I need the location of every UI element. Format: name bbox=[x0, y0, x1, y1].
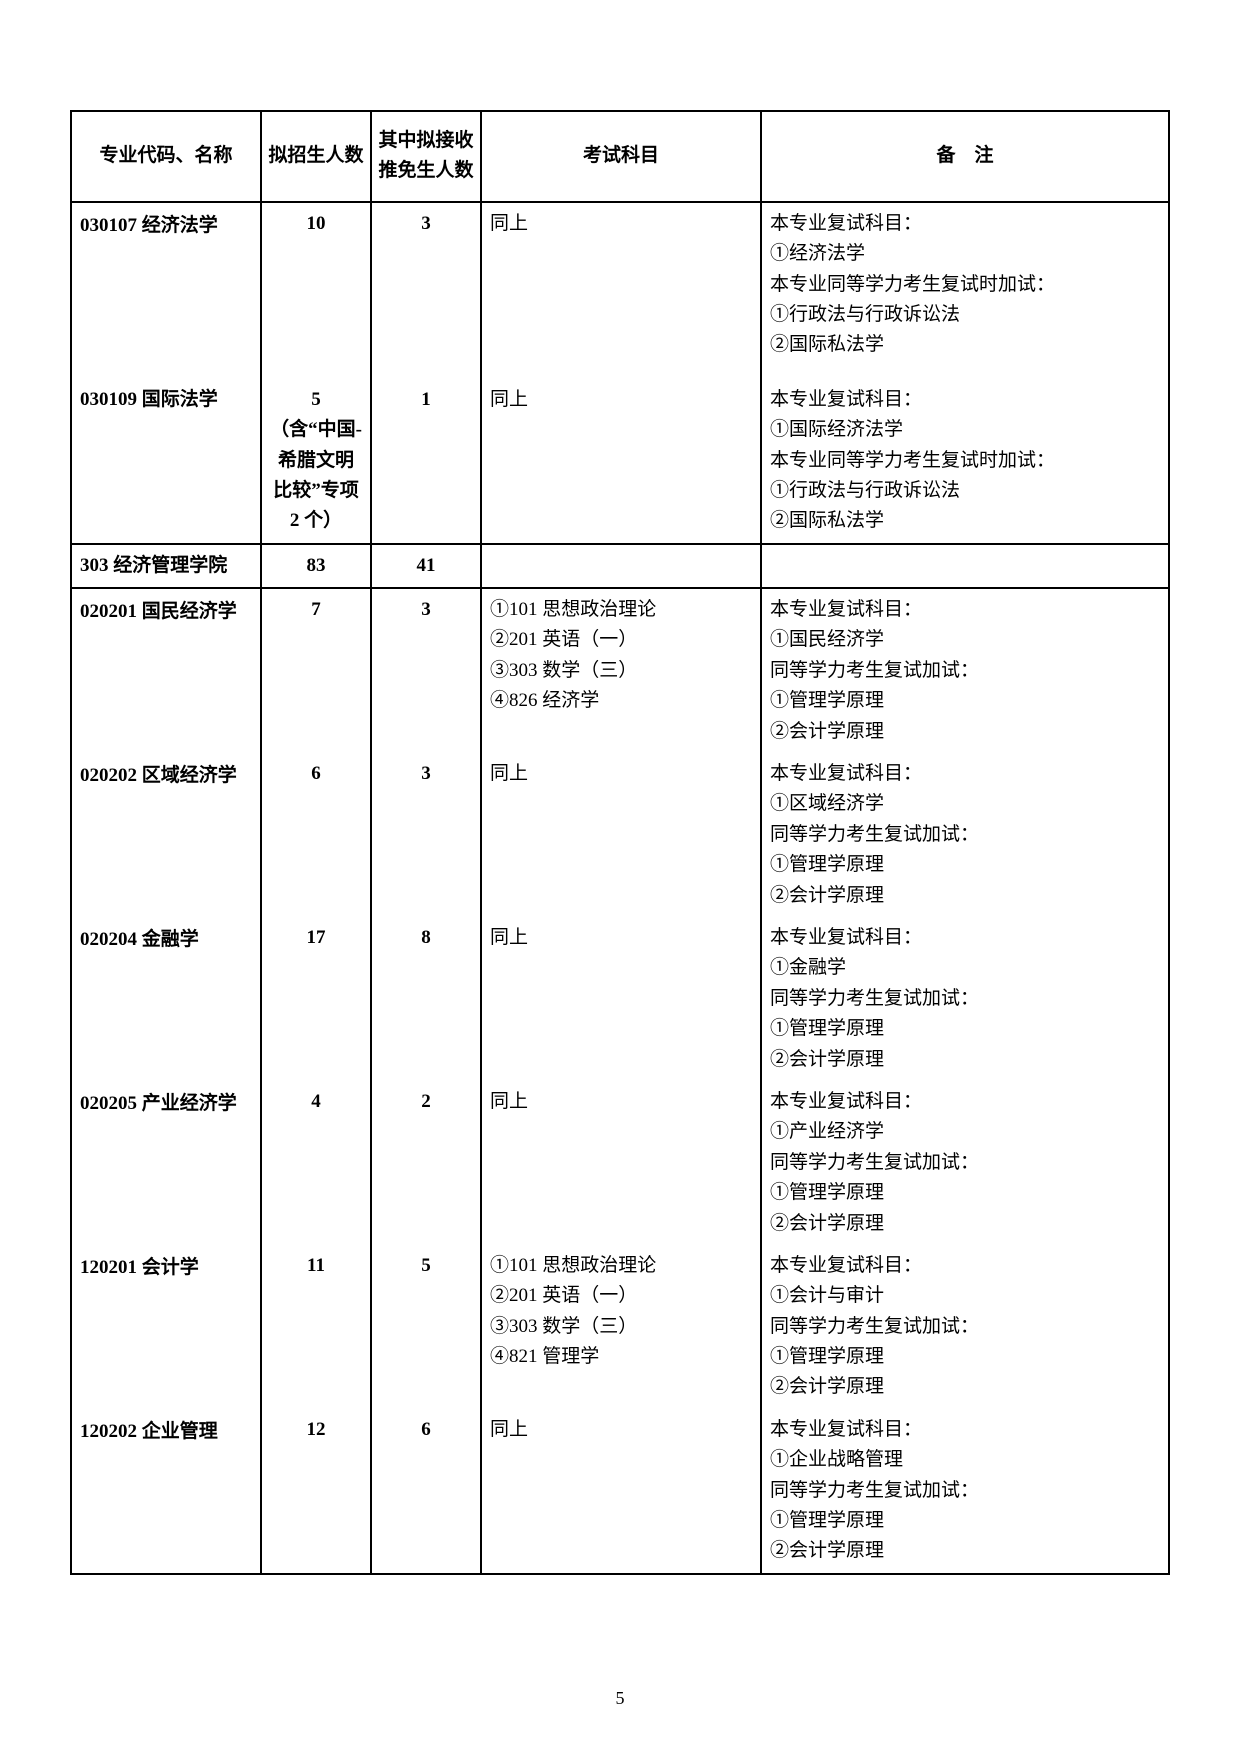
header-exempt: 其中拟接收推免生人数 bbox=[371, 111, 481, 202]
cell-subjects: 同上 bbox=[481, 367, 761, 544]
cell-subjects: ①101 思想政治理论 ②201 英语（一） ③303 数学（三） ④826 经… bbox=[481, 588, 761, 753]
cell-code: 020204 金融学 bbox=[71, 917, 261, 1081]
cell-subjects: 同上 bbox=[481, 917, 761, 1081]
cell-exempt: 8 bbox=[371, 917, 481, 1081]
cell-plan: 7 bbox=[261, 588, 371, 753]
section-empty2 bbox=[761, 544, 1169, 588]
cell-exempt: 5 bbox=[371, 1245, 481, 1409]
cell-code: 030109 国际法学 bbox=[71, 367, 261, 544]
cell-code: 020205 产业经济学 bbox=[71, 1081, 261, 1245]
cell-subjects: 同上 bbox=[481, 1409, 761, 1574]
cell-plan: 10 bbox=[261, 202, 371, 367]
page-container: 专业代码、名称 拟招生人数 其中拟接收推免生人数 考试科目 备 注 030107… bbox=[0, 0, 1240, 1635]
cell-exempt: 1 bbox=[371, 367, 481, 544]
section-name: 303 经济管理学院 bbox=[71, 544, 261, 588]
cell-subjects: ①101 思想政治理论 ②201 英语（一） ③303 数学（三） ④821 管… bbox=[481, 1245, 761, 1409]
cell-plan: 11 bbox=[261, 1245, 371, 1409]
cell-exempt: 3 bbox=[371, 202, 481, 367]
table-row: 020204 金融学 17 8 同上 本专业复试科目： ①金融学 同等学力考生复… bbox=[71, 917, 1169, 1081]
cell-code: 020202 区域经济学 bbox=[71, 753, 261, 917]
cell-exempt: 3 bbox=[371, 753, 481, 917]
page-number: 5 bbox=[0, 1688, 1240, 1709]
cell-exempt: 3 bbox=[371, 588, 481, 753]
table-row: 020205 产业经济学 4 2 同上 本专业复试科目： ①产业经济学 同等学力… bbox=[71, 1081, 1169, 1245]
cell-notes: 本专业复试科目： ①金融学 同等学力考生复试加试： ①管理学原理 ②会计学原理 bbox=[761, 917, 1169, 1081]
cell-subjects: 同上 bbox=[481, 753, 761, 917]
cell-plan: 17 bbox=[261, 917, 371, 1081]
section-empty1 bbox=[481, 544, 761, 588]
table-row: 120201 会计学 11 5 ①101 思想政治理论 ②201 英语（一） ③… bbox=[71, 1245, 1169, 1409]
cell-code: 020201 国民经济学 bbox=[71, 588, 261, 753]
section-exempt: 41 bbox=[371, 544, 481, 588]
cell-notes: 本专业复试科目： ①国民经济学 同等学力考生复试加试： ①管理学原理 ②会计学原… bbox=[761, 588, 1169, 753]
cell-notes: 本专业复试科目： ①产业经济学 同等学力考生复试加试： ①管理学原理 ②会计学原… bbox=[761, 1081, 1169, 1245]
table-row: 020202 区域经济学 6 3 同上 本专业复试科目： ①区域经济学 同等学力… bbox=[71, 753, 1169, 917]
cell-subjects: 同上 bbox=[481, 1081, 761, 1245]
table-row: 020201 国民经济学 7 3 ①101 思想政治理论 ②201 英语（一） … bbox=[71, 588, 1169, 753]
section-row: 303 经济管理学院 83 41 bbox=[71, 544, 1169, 588]
cell-notes: 本专业复试科目： ①国际经济法学 本专业同等学力考生复试时加试： ①行政法与行政… bbox=[761, 367, 1169, 544]
cell-subjects: 同上 bbox=[481, 202, 761, 367]
header-subjects: 考试科目 bbox=[481, 111, 761, 202]
cell-plan: 12 bbox=[261, 1409, 371, 1574]
cell-code: 030107 经济法学 bbox=[71, 202, 261, 367]
cell-plan: 6 bbox=[261, 753, 371, 917]
cell-notes: 本专业复试科目： ①会计与审计 同等学力考生复试加试： ①管理学原理 ②会计学原… bbox=[761, 1245, 1169, 1409]
header-notes: 备 注 bbox=[761, 111, 1169, 202]
cell-code: 120202 企业管理 bbox=[71, 1409, 261, 1574]
header-major: 专业代码、名称 bbox=[71, 111, 261, 202]
cell-notes: 本专业复试科目： ①经济法学 本专业同等学力考生复试时加试： ①行政法与行政诉讼… bbox=[761, 202, 1169, 367]
cell-notes: 本专业复试科目： ①区域经济学 同等学力考生复试加试： ①管理学原理 ②会计学原… bbox=[761, 753, 1169, 917]
cell-exempt: 6 bbox=[371, 1409, 481, 1574]
section-plan: 83 bbox=[261, 544, 371, 588]
cell-code: 120201 会计学 bbox=[71, 1245, 261, 1409]
cell-plan: 5 （含“中国-希腊文明比较”专项 2 个） bbox=[261, 367, 371, 544]
table-row: 030109 国际法学 5 （含“中国-希腊文明比较”专项 2 个） 1 同上 … bbox=[71, 367, 1169, 544]
cell-notes: 本专业复试科目： ①企业战略管理 同等学力考生复试加试： ①管理学原理 ②会计学… bbox=[761, 1409, 1169, 1574]
header-plan: 拟招生人数 bbox=[261, 111, 371, 202]
header-row: 专业代码、名称 拟招生人数 其中拟接收推免生人数 考试科目 备 注 bbox=[71, 111, 1169, 202]
admission-table: 专业代码、名称 拟招生人数 其中拟接收推免生人数 考试科目 备 注 030107… bbox=[70, 110, 1170, 1575]
table-row: 120202 企业管理 12 6 同上 本专业复试科目： ①企业战略管理 同等学… bbox=[71, 1409, 1169, 1574]
cell-plan: 4 bbox=[261, 1081, 371, 1245]
table-row: 030107 经济法学 10 3 同上 本专业复试科目： ①经济法学 本专业同等… bbox=[71, 202, 1169, 367]
cell-exempt: 2 bbox=[371, 1081, 481, 1245]
